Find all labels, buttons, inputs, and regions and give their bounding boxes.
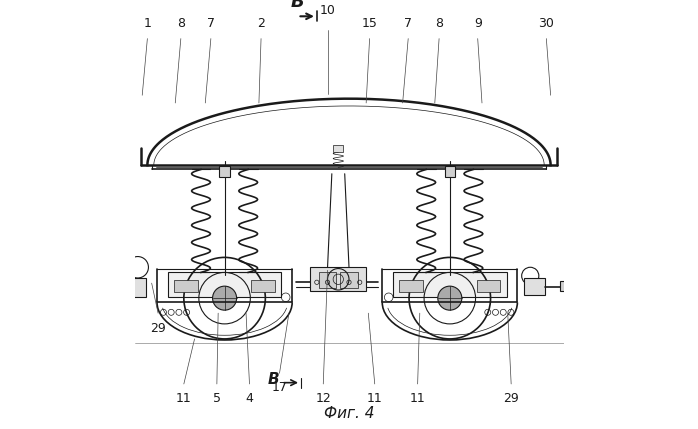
Bar xyxy=(311,267,366,291)
Bar xyxy=(393,272,507,297)
Bar xyxy=(174,280,198,292)
Circle shape xyxy=(213,286,237,310)
Bar xyxy=(477,280,500,292)
Text: 7: 7 xyxy=(207,17,215,30)
Text: 11: 11 xyxy=(410,393,426,405)
Bar xyxy=(123,278,147,297)
Circle shape xyxy=(438,286,462,310)
Bar xyxy=(445,166,455,177)
Bar xyxy=(333,145,343,152)
Text: 17: 17 xyxy=(272,381,288,394)
Text: B: B xyxy=(268,372,279,387)
Text: 12: 12 xyxy=(315,393,331,405)
Text: 11: 11 xyxy=(176,393,192,405)
Bar xyxy=(319,272,336,288)
Bar xyxy=(524,278,545,295)
Text: 8: 8 xyxy=(435,17,443,30)
Bar xyxy=(219,166,230,177)
Bar xyxy=(560,281,570,291)
Text: 11: 11 xyxy=(367,393,383,405)
Text: 9: 9 xyxy=(474,17,482,30)
Bar xyxy=(399,280,423,292)
Bar xyxy=(341,272,357,288)
Text: 10: 10 xyxy=(320,4,336,17)
Text: Фиг. 4: Фиг. 4 xyxy=(324,406,374,421)
Text: 8: 8 xyxy=(177,17,185,30)
Text: 5: 5 xyxy=(213,393,221,405)
Text: 30: 30 xyxy=(538,17,554,30)
Text: 4: 4 xyxy=(246,393,253,405)
Text: 7: 7 xyxy=(404,17,413,30)
Text: 2: 2 xyxy=(257,17,265,30)
Text: 15: 15 xyxy=(362,17,378,30)
Text: 29: 29 xyxy=(503,393,519,405)
Bar xyxy=(112,280,123,291)
Text: 1: 1 xyxy=(143,17,151,30)
Text: B: B xyxy=(290,0,304,11)
Bar xyxy=(251,280,275,292)
Text: 29: 29 xyxy=(150,322,166,335)
Bar xyxy=(168,272,281,297)
